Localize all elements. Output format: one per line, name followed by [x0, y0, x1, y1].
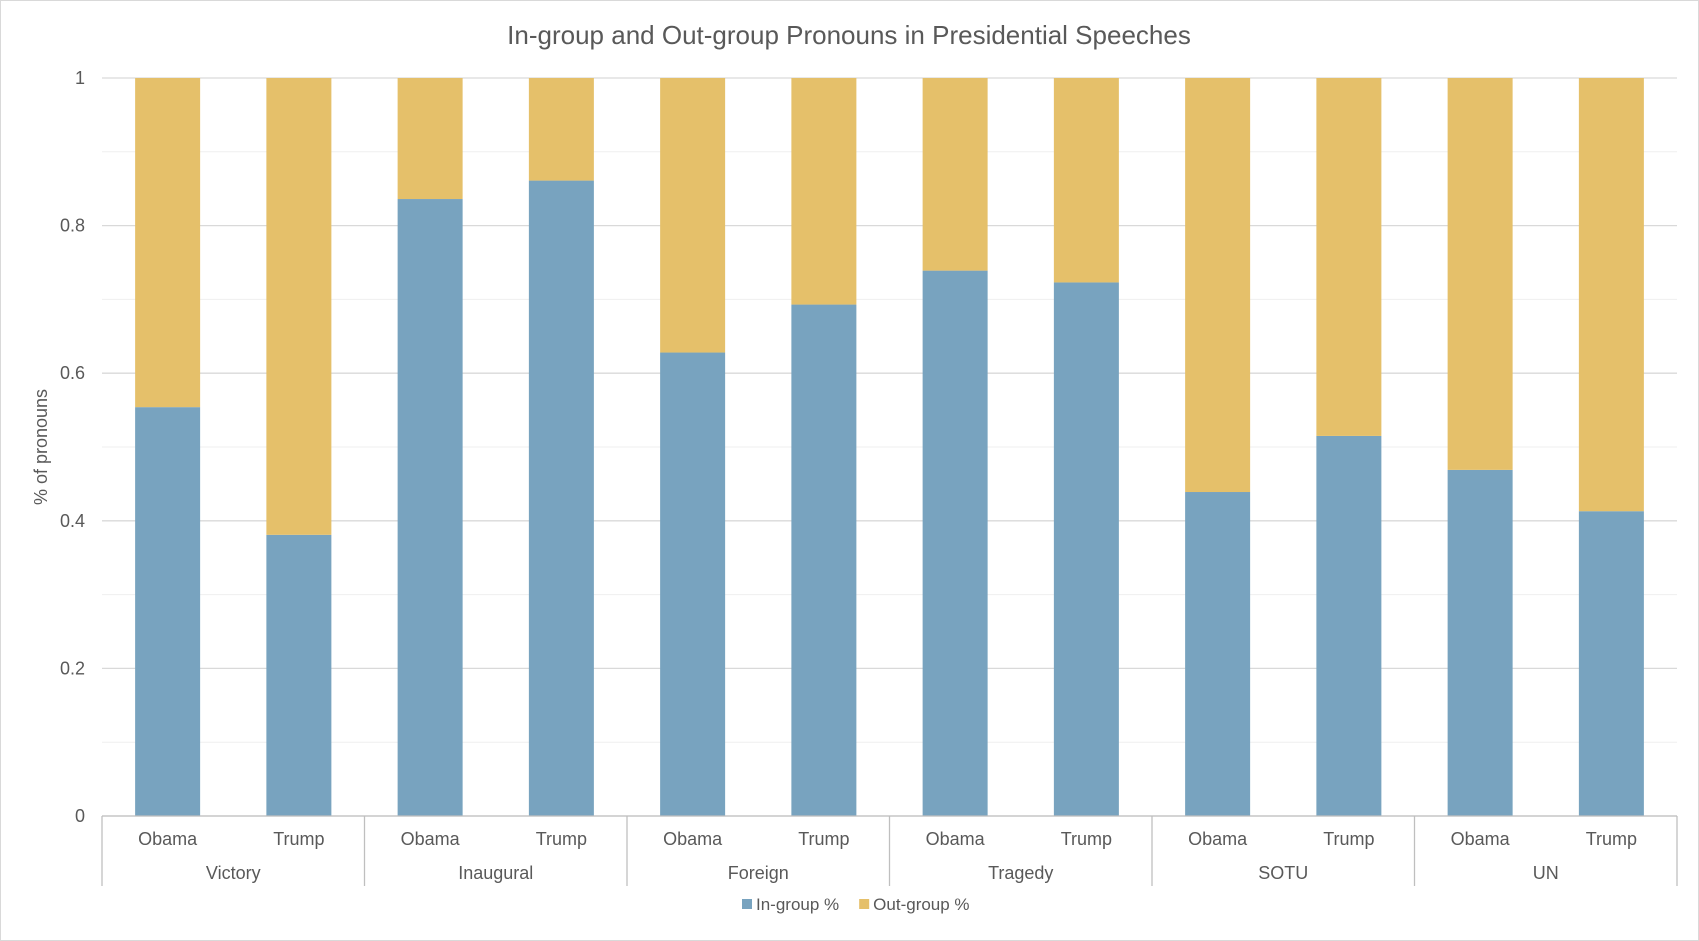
y-tick-label: 0.6	[60, 363, 85, 383]
y-axis-title: % of pronouns	[31, 389, 51, 505]
bar-in-group	[1578, 511, 1644, 816]
bar-out-group	[528, 78, 594, 181]
x-group-label: SOTU	[1258, 863, 1308, 883]
bar-in-group	[922, 270, 988, 816]
bar-out-group	[397, 78, 463, 200]
y-tick-label: 1	[75, 68, 85, 88]
x-category-label: Obama	[138, 829, 198, 849]
x-category-label: Trump	[798, 829, 849, 849]
x-category-label: Obama	[1188, 829, 1248, 849]
bar-out-group	[1053, 78, 1119, 283]
bars	[135, 78, 1644, 817]
legend-label-out-group: Out-group %	[873, 895, 969, 914]
bar-in-group	[1185, 492, 1251, 816]
bar-out-group	[922, 78, 988, 271]
bar-out-group	[1447, 78, 1513, 470]
x-category-label: Trump	[1061, 829, 1112, 849]
bar-in-group	[791, 304, 857, 816]
x-group-label: Victory	[206, 863, 261, 883]
legend-swatch-in-group	[742, 899, 752, 909]
x-axis: Obama Trump Obama Trump Obama Trump Obama Trump…	[101, 815, 1678, 886]
bar-out-group	[266, 78, 332, 535]
y-axis-ticks: 0 0.2 0.4 0.6 0.8 1	[60, 68, 85, 826]
x-group-label: Tragedy	[988, 863, 1053, 883]
bar-out-group	[1578, 78, 1644, 512]
x-category-label: Obama	[1451, 829, 1511, 849]
x-group-label: Inaugural	[458, 863, 533, 883]
x-category-label: Obama	[401, 829, 461, 849]
x-category-label: Obama	[926, 829, 986, 849]
y-tick-label: 0.2	[60, 658, 85, 678]
bar-out-group	[1185, 78, 1251, 493]
bar-in-group	[1053, 282, 1119, 816]
x-group-label: UN	[1533, 863, 1559, 883]
bar-out-group	[135, 78, 201, 408]
bar-in-group	[660, 352, 726, 816]
y-tick-label: 0	[75, 806, 85, 826]
bar-in-group	[1316, 435, 1382, 816]
bar-out-group	[791, 78, 857, 305]
legend-swatch-out-group	[859, 899, 870, 909]
legend-label-in-group: In-group %	[756, 895, 839, 914]
gridlines	[102, 77, 1677, 817]
x-category-label: Trump	[1323, 829, 1374, 849]
chart-title: In-group and Out-group Pronouns in Presi…	[507, 20, 1191, 50]
y-tick-label: 0.8	[60, 216, 85, 236]
bar-out-group	[660, 78, 726, 353]
bar-out-group	[1316, 78, 1382, 436]
bar-in-group	[1447, 469, 1513, 816]
bar-in-group	[397, 199, 463, 817]
x-category-label: Trump	[536, 829, 587, 849]
bar-in-group	[528, 180, 594, 816]
x-category-label: Trump	[273, 829, 324, 849]
y-tick-label: 0.4	[60, 511, 85, 531]
bar-in-group	[266, 534, 332, 816]
x-group-label: Foreign	[728, 863, 789, 883]
bar-in-group	[135, 407, 201, 816]
x-category-label: Obama	[663, 829, 723, 849]
legend: In-group % Out-group %	[742, 895, 970, 914]
x-category-label: Trump	[1586, 829, 1637, 849]
